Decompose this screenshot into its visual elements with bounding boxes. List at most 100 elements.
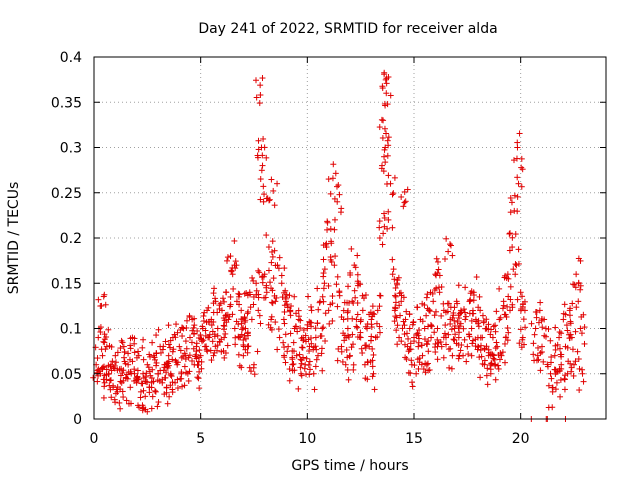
data-point bbox=[183, 345, 190, 352]
data-point bbox=[575, 356, 582, 363]
data-point bbox=[175, 359, 182, 366]
data-point bbox=[387, 92, 394, 99]
data-point bbox=[571, 361, 577, 368]
data-point bbox=[561, 386, 568, 393]
data-point bbox=[251, 371, 258, 378]
data-point bbox=[244, 329, 251, 336]
data-point bbox=[198, 365, 205, 372]
data-point bbox=[211, 349, 218, 356]
data-point bbox=[425, 348, 432, 355]
data-point bbox=[319, 293, 326, 300]
data-point bbox=[194, 374, 201, 381]
data-point bbox=[183, 324, 190, 331]
data-point bbox=[392, 292, 399, 299]
data-point bbox=[475, 320, 482, 327]
data-point bbox=[124, 375, 131, 382]
data-point bbox=[490, 323, 497, 330]
data-point bbox=[327, 190, 334, 197]
data-point bbox=[419, 318, 426, 325]
data-point bbox=[397, 312, 404, 319]
data-point bbox=[274, 346, 281, 353]
data-point bbox=[530, 340, 537, 347]
data-point bbox=[107, 386, 114, 393]
data-point bbox=[282, 287, 289, 294]
data-point bbox=[505, 329, 512, 336]
data-point bbox=[108, 361, 115, 368]
data-point bbox=[512, 261, 519, 268]
data-point bbox=[212, 298, 219, 305]
data-point bbox=[268, 313, 275, 320]
data-point bbox=[308, 303, 315, 310]
data-point bbox=[311, 386, 318, 393]
data-point bbox=[384, 152, 391, 159]
data-point bbox=[557, 377, 564, 384]
y-tick-label: 0.4 bbox=[60, 50, 82, 66]
data-point bbox=[205, 318, 212, 325]
data-point bbox=[489, 334, 496, 341]
data-point bbox=[514, 139, 521, 146]
data-point bbox=[479, 360, 486, 367]
y-tick-label: 0 bbox=[73, 412, 82, 428]
data-point bbox=[476, 293, 483, 300]
data-point bbox=[570, 372, 577, 379]
data-point bbox=[363, 342, 370, 349]
data-point bbox=[349, 315, 356, 322]
data-point bbox=[359, 349, 366, 356]
data-point bbox=[380, 117, 387, 124]
data-point bbox=[434, 356, 441, 363]
data-point bbox=[131, 340, 138, 347]
data-point bbox=[319, 325, 326, 332]
data-point bbox=[282, 359, 289, 366]
data-point bbox=[461, 306, 468, 313]
data-point bbox=[345, 376, 352, 383]
data-point bbox=[121, 354, 128, 361]
data-point bbox=[216, 302, 223, 309]
data-point bbox=[282, 331, 289, 338]
data-point bbox=[487, 331, 494, 338]
data-point bbox=[535, 344, 542, 351]
data-point bbox=[185, 354, 192, 361]
data-point bbox=[558, 330, 565, 337]
data-point bbox=[483, 372, 490, 379]
data-point bbox=[339, 358, 346, 365]
data-point bbox=[385, 216, 392, 223]
data-point bbox=[577, 325, 584, 332]
data-point bbox=[496, 285, 503, 292]
data-point bbox=[127, 345, 134, 352]
data-point bbox=[491, 356, 498, 363]
data-point bbox=[300, 327, 307, 334]
data-point bbox=[420, 366, 427, 373]
data-point bbox=[563, 322, 570, 329]
data-point bbox=[295, 385, 302, 392]
data-point bbox=[123, 397, 130, 404]
data-point bbox=[531, 331, 538, 338]
data-point bbox=[297, 317, 304, 324]
data-point bbox=[567, 305, 574, 312]
data-point bbox=[552, 324, 559, 331]
data-point bbox=[345, 283, 352, 290]
data-point bbox=[163, 369, 170, 376]
data-point bbox=[564, 344, 571, 351]
data-point bbox=[223, 257, 230, 264]
data-point bbox=[434, 325, 441, 332]
data-point bbox=[148, 384, 155, 391]
data-point bbox=[515, 246, 522, 253]
data-point bbox=[507, 283, 514, 290]
data-point bbox=[139, 344, 146, 351]
data-point bbox=[254, 154, 261, 161]
data-point bbox=[506, 230, 513, 237]
data-point bbox=[108, 343, 115, 350]
data-point bbox=[101, 339, 108, 346]
data-point bbox=[159, 346, 166, 353]
data-point bbox=[235, 351, 242, 358]
data-point bbox=[331, 262, 338, 269]
data-point bbox=[435, 339, 442, 346]
data-point bbox=[445, 248, 452, 255]
data-point bbox=[173, 321, 180, 328]
data-point bbox=[467, 297, 474, 304]
data-point bbox=[406, 311, 413, 318]
data-point bbox=[347, 271, 354, 278]
data-point bbox=[255, 267, 262, 274]
data-point bbox=[452, 331, 459, 338]
data-point bbox=[197, 352, 204, 359]
